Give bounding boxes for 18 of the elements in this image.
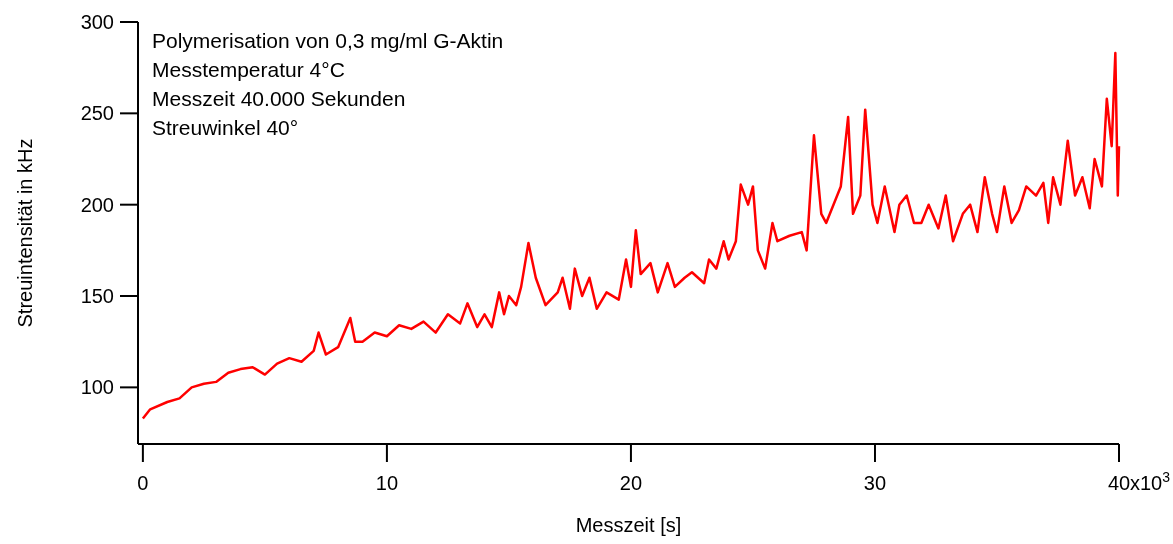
line-series [141,51,1121,420]
y-tick-label: 300 [80,11,114,33]
x-tick-label: 10 [375,472,399,494]
y-tick-label: 200 [80,193,114,216]
annotation: Messzeit 40.000 Sekunden [152,87,406,110]
text: x10$^{3}$ [1130,469,1171,494]
x-tick-label: 40 [1107,472,1131,494]
x-tick-label: 0 [137,472,149,494]
y-tick-label: 250 [80,102,114,125]
annotation: Messtemperatur 4°C [152,58,345,81]
y-axis-title: Streuintensität in kHz [14,138,36,328]
y-tick-label: 150 [80,285,114,308]
annotation: Polymerisation von 0,3 mg/ml G-Aktin [152,29,504,52]
x-axis-title: Messzeit [s] [575,514,682,536]
x-tick-label: 20 [619,472,643,494]
y-tick-label: 100 [80,376,114,399]
annotation: Streuwinkel 40° [152,116,299,139]
x-tick-label: 30 [863,472,887,494]
